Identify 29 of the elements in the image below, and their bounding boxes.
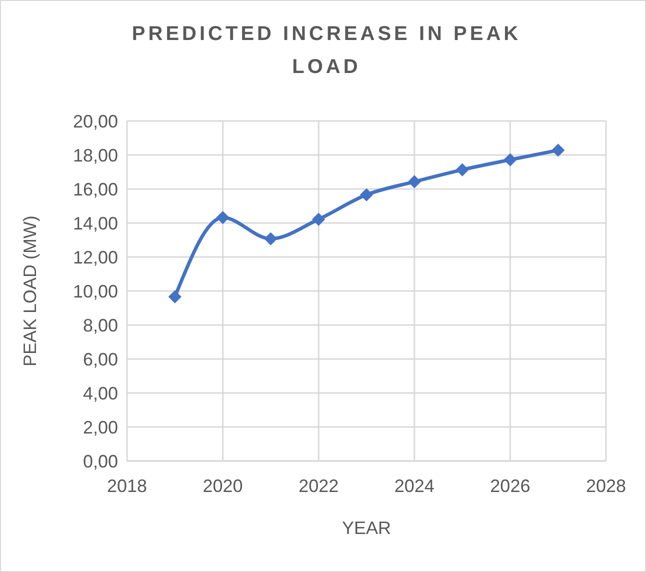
y-tick-label: 20,00 — [72, 111, 118, 132]
y-tick-label: 8,00 — [82, 315, 118, 336]
x-tick-label: 2022 — [298, 476, 339, 496]
point — [216, 210, 230, 224]
y-tick-label: 0,00 — [82, 451, 118, 472]
x-tick-label: 2018 — [106, 476, 148, 496]
point — [504, 153, 517, 166]
y-axis-title: PEAK LOAD (MW) — [20, 215, 40, 367]
point — [456, 163, 469, 176]
y-tick-label: 16,00 — [72, 179, 118, 200]
y-tick-label: 12,00 — [72, 247, 118, 268]
y-tick-label: 4,00 — [82, 383, 118, 404]
y-tick-label: 10,00 — [72, 281, 118, 302]
point — [360, 188, 374, 202]
point — [168, 290, 182, 304]
x-tick-label: 2024 — [394, 476, 434, 496]
point — [264, 232, 278, 246]
point — [552, 144, 565, 157]
point — [312, 212, 326, 226]
x-tick-label: 2020 — [202, 476, 243, 496]
y-tick-label: 2,00 — [82, 417, 118, 438]
y-tick-label: 14,00 — [72, 213, 118, 234]
x-tick-label: 2028 — [586, 476, 626, 496]
y-tick-label: 18,00 — [72, 145, 118, 166]
x-tick-label: 2026 — [490, 476, 530, 496]
chart-title: PREDICTED INCREASE IN PEAK LOAD — [132, 23, 522, 78]
point — [408, 175, 421, 188]
x-axis-title: YEAR — [342, 518, 392, 538]
y-tick-label: 6,00 — [82, 349, 118, 370]
